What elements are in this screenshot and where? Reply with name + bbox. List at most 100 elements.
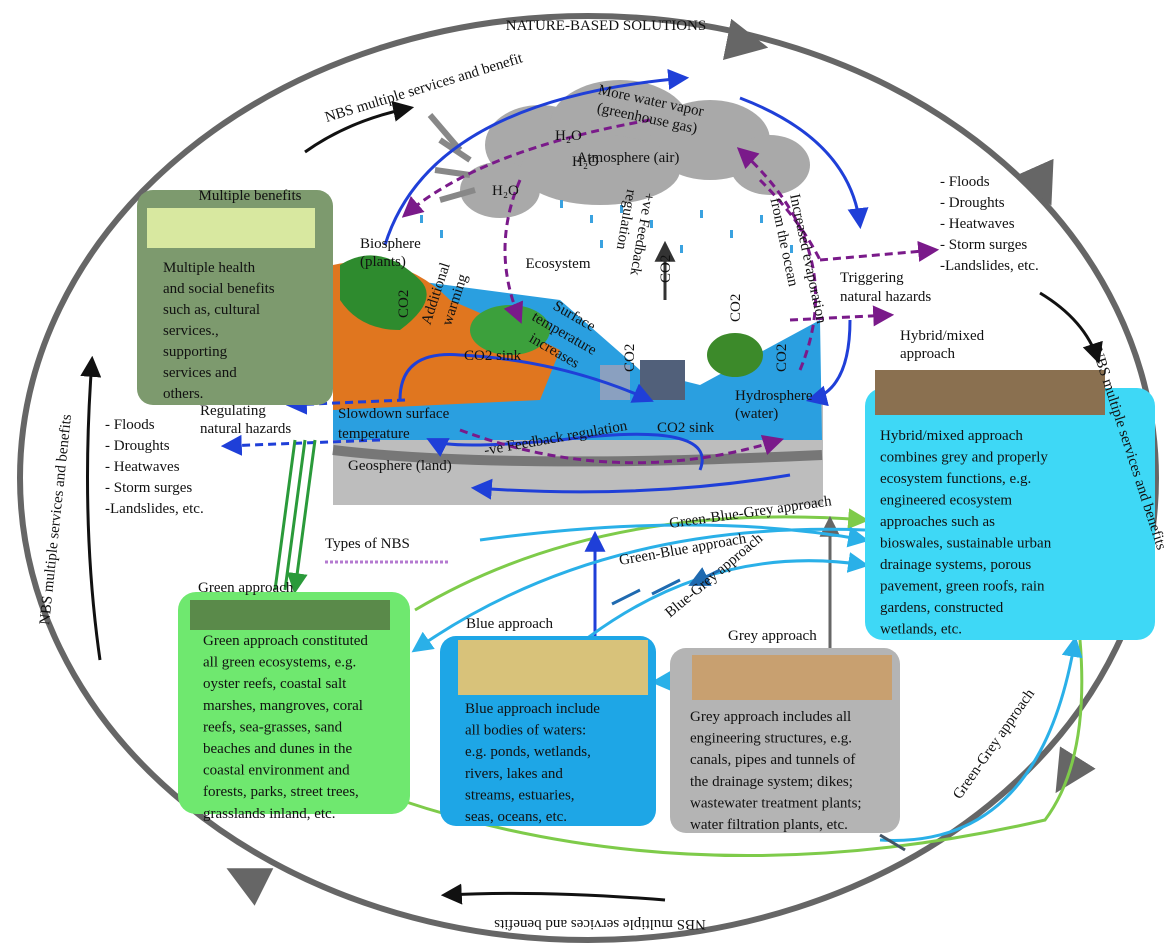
hybrid-text-line: drainage systems, porous: [880, 557, 1031, 573]
hazards-left-line: - Droughts: [105, 438, 170, 454]
co2: CO2: [622, 344, 638, 372]
ring-arrow: [226, 868, 274, 906]
hybrid-text-line: gardens, constructed: [880, 600, 1004, 616]
benefits-text-line: services.,: [163, 323, 219, 339]
ring-arrow: [1015, 158, 1054, 206]
grey-text-line: Grey approach includes all: [690, 709, 851, 725]
benefit-arrow: [80, 355, 102, 661]
co2: CO2: [728, 294, 744, 322]
hybrid-text-line: combines grey and properly: [880, 450, 1048, 466]
hybrid-title-line: Hybrid/mixed: [900, 328, 985, 344]
green-text-line: oyster reefs, coastal salt: [203, 676, 347, 692]
green-text-line: beaches and dunes in the: [203, 741, 352, 757]
hazards-left-line: -Landslides, etc.: [105, 501, 204, 517]
benefits-picture: [147, 208, 315, 248]
blue-text-line: rivers, lakes and: [465, 766, 563, 782]
hydrosphere-line: Hydrosphere: [735, 388, 813, 404]
benefits-title: Multiple benefits: [199, 188, 302, 204]
benefits-text-line: services and: [163, 365, 237, 381]
grey-text-line: the drainage system; dikes;: [690, 774, 853, 790]
landscape: [332, 255, 823, 505]
benefit-arrow: [440, 883, 666, 905]
grey-text-line: engineering structures, e.g.: [690, 731, 852, 747]
atmosphere: Atmosphere (air): [577, 150, 680, 166]
blue-text-line: seas, oceans, etc.: [465, 809, 567, 825]
types-title: Types of NBS: [325, 536, 410, 552]
hazards-left-line: - Heatwaves: [105, 459, 180, 475]
hybrid-text-line: ecosystem functions, e.g.: [880, 471, 1031, 487]
rain: [420, 200, 793, 253]
blue-picture: [458, 640, 648, 695]
ecosystem: Ecosystem: [526, 256, 591, 272]
green-box: [178, 592, 410, 814]
grey-text-line: canals, pipes and tunnels of: [690, 752, 855, 768]
grey-text: Grey approach includes all engineering st…: [690, 709, 862, 833]
green-text-line: marshes, mangroves, coral: [203, 698, 363, 714]
slowdown: Slowdown surface temperature: [338, 406, 450, 442]
hybrid-picture: [875, 370, 1105, 415]
ring-arrow: [722, 18, 769, 61]
hazards-right: - Floods - Droughts - Heatwaves - Storm sur…: [940, 174, 1039, 274]
blue-text-line: streams, estuaries,: [465, 787, 575, 803]
hybrid-text-line: Hybrid/mixed approach: [880, 428, 1023, 444]
grey-title: Grey approach: [728, 628, 817, 644]
green-text-line: reefs, sea-grasses, sand: [203, 719, 343, 735]
hybrid-text-line: bioswales, sustainable urban: [880, 536, 1052, 552]
blue-text-line: all bodies of waters:: [465, 723, 586, 739]
slowdown-line: Slowdown surface: [338, 406, 450, 422]
hybrid-text-line: wetlands, etc.: [880, 622, 962, 638]
green-text: Green approach constituted all green ecos…: [203, 633, 368, 822]
hybrid-text: Hybrid/mixed approach combines grey and p…: [880, 428, 1052, 638]
biosphere-line: Biosphere: [360, 236, 421, 252]
link-label: Green-Grey approach: [950, 686, 1038, 802]
hybrid-text-line: approaches such as: [880, 514, 995, 530]
blue-text-line: e.g. ponds, wetlands,: [465, 744, 591, 760]
benefits-text-line: others.: [163, 386, 203, 402]
ring-label: NBS multiple services and benefit: [323, 50, 525, 126]
ring-label: NBS multiple services and benefits: [37, 413, 75, 625]
hazards-right-line: -Landslides, etc.: [940, 258, 1039, 274]
blue-text: Blue approach include all bodies of water…: [465, 701, 600, 825]
green-title: Green approach: [198, 580, 294, 596]
hazards-right-line: - Floods: [940, 174, 990, 190]
regulating-line: Regulating: [200, 403, 266, 419]
hazards-right-line: - Heatwaves: [940, 216, 1015, 232]
hybrid-box: [865, 388, 1155, 640]
hazards-right-line: - Droughts: [940, 195, 1005, 211]
green-text-line: forests, parks, street trees,: [203, 784, 359, 800]
co2: CO2: [774, 344, 790, 372]
green-picture: [190, 600, 390, 630]
h2o: H₂O: [572, 154, 599, 170]
h2o: H₂O: [492, 183, 519, 199]
green-text-line: Green approach constituted: [203, 633, 368, 649]
hazards-left: - Floods - Droughts - Heatwaves - Storm sur…: [105, 417, 204, 517]
biosphere: Biosphere (plants): [360, 236, 421, 270]
benefits-text: Multiple health and social benefits such a…: [163, 260, 275, 402]
hydrosphere-line: (water): [735, 406, 778, 422]
ring-label: NBS multiple services and benefits: [494, 916, 706, 932]
grey-text-line: wastewater treatment plants;: [690, 795, 862, 811]
green-text-line: all green ecosystems, e.g.: [203, 655, 356, 671]
triggering: Triggering natural hazards: [840, 270, 931, 305]
blue-title: Blue approach: [466, 616, 554, 632]
benefit-arrow: [304, 101, 415, 154]
title: NATURE-BASED SOLUTIONS: [506, 18, 706, 34]
geosphere: Geosphere (land): [348, 458, 452, 474]
co2: CO2: [658, 255, 674, 283]
blue-text-line: Blue approach include: [465, 701, 600, 717]
grey-text-line: water filtration plants, etc.: [690, 817, 848, 833]
hydrosphere: Hydrosphere (water): [735, 388, 813, 422]
triggering-line: natural hazards: [840, 289, 931, 305]
hybrid-text-line: pavement, green roofs, rain: [880, 579, 1045, 595]
hazards-left-line: - Floods: [105, 417, 155, 433]
benefits-text-line: such as, cultural: [163, 302, 260, 318]
regulating: Regulating natural hazards: [200, 403, 291, 437]
benefits-text-line: and social benefits: [163, 281, 275, 297]
h2o: H₂O: [555, 128, 582, 144]
biosphere-line: (plants): [360, 254, 406, 270]
benefits-text-line: Multiple health: [163, 260, 256, 276]
hazards-left-line: - Storm surges: [105, 480, 192, 496]
benefit-arrow: [1039, 291, 1103, 364]
co2-sink: CO2 sink: [464, 348, 522, 364]
